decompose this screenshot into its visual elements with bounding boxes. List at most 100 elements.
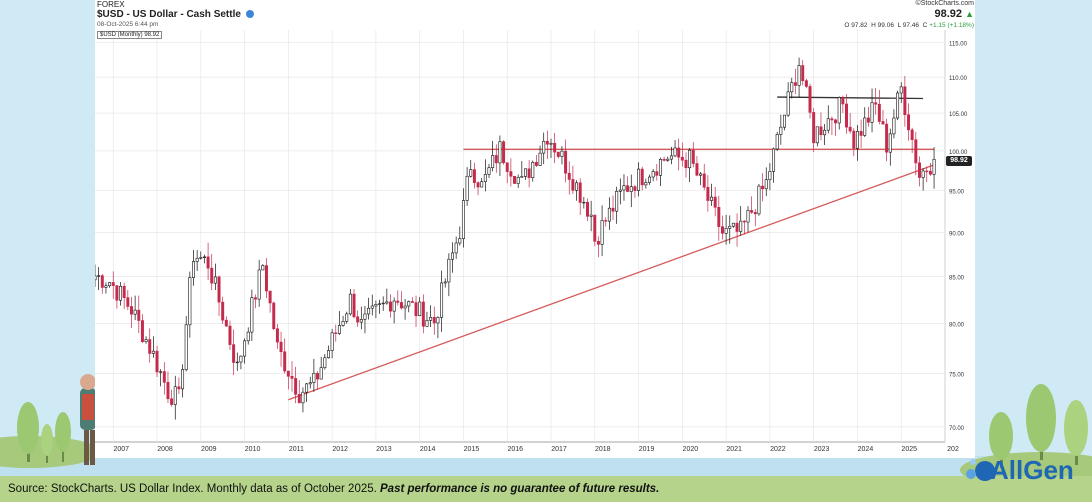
candle-body bbox=[181, 369, 185, 390]
candle-body bbox=[308, 382, 312, 385]
candle-body bbox=[195, 257, 199, 262]
candle-body bbox=[403, 305, 407, 309]
candle-body bbox=[556, 151, 560, 157]
candle-body bbox=[881, 121, 885, 125]
candle-body bbox=[513, 175, 517, 184]
candle-body bbox=[720, 226, 724, 234]
candle-body bbox=[527, 168, 531, 178]
candle-body bbox=[841, 97, 845, 105]
x-tick-label: 202 bbox=[947, 446, 959, 453]
x-tick-label: 2024 bbox=[858, 446, 874, 453]
y-tick-label: 105.00 bbox=[949, 112, 968, 118]
candle-body bbox=[779, 126, 783, 135]
candle-body bbox=[837, 97, 841, 124]
candle-body bbox=[615, 190, 619, 212]
tree-right-2 bbox=[1026, 384, 1056, 460]
candle-body bbox=[907, 114, 911, 131]
candle-body bbox=[491, 155, 495, 168]
candle-body bbox=[688, 149, 692, 169]
candle-body bbox=[604, 220, 608, 222]
candle-body bbox=[848, 126, 852, 132]
candle-body bbox=[815, 126, 819, 144]
candle-body bbox=[538, 152, 542, 166]
candle-body bbox=[330, 332, 334, 351]
tree-right-3 bbox=[1064, 400, 1088, 465]
candle-body bbox=[593, 214, 597, 242]
candle-body bbox=[680, 156, 684, 161]
candle-body bbox=[564, 150, 568, 174]
candle-body bbox=[928, 170, 932, 175]
x-tick-label: 2009 bbox=[201, 446, 217, 453]
candle-body bbox=[728, 225, 732, 229]
candle-body bbox=[454, 242, 458, 254]
support-trendline bbox=[288, 164, 935, 401]
x-tick-label: 2010 bbox=[245, 446, 261, 453]
candle-body bbox=[425, 320, 429, 327]
y-axis: 115.00 110.00 105.00 100.00 95.00 90.00 85.00 8… bbox=[949, 42, 968, 432]
candle-body bbox=[534, 162, 538, 166]
candle-body bbox=[578, 182, 582, 203]
candle-body bbox=[206, 256, 210, 269]
candle-body bbox=[669, 155, 673, 160]
candle-body bbox=[516, 176, 520, 184]
x-tick-label: 2020 bbox=[683, 446, 699, 453]
candle-body bbox=[341, 321, 345, 326]
candle-body bbox=[746, 210, 750, 223]
y-tick-label: 70.00 bbox=[949, 426, 965, 432]
candle-body bbox=[925, 170, 929, 173]
brand-name: AllGen bbox=[990, 455, 1074, 485]
candle-body bbox=[648, 176, 651, 183]
candle-body bbox=[305, 383, 309, 393]
info-icon[interactable] bbox=[245, 10, 254, 19]
tree-left-1 bbox=[17, 402, 39, 462]
candle-body bbox=[505, 162, 509, 172]
candle-body bbox=[677, 147, 681, 158]
candle-body bbox=[166, 382, 170, 400]
x-tick-label: 2011 bbox=[289, 446, 304, 453]
candle-body bbox=[235, 361, 239, 364]
candle-body bbox=[334, 332, 338, 334]
ohlc-l-label: L bbox=[897, 22, 901, 29]
candle-body bbox=[834, 119, 838, 124]
candle-body bbox=[724, 228, 728, 234]
candle-body bbox=[319, 367, 323, 380]
ohlc-open: 97.82 bbox=[851, 22, 868, 29]
candle-body bbox=[359, 319, 363, 323]
candle-body bbox=[239, 355, 243, 363]
candle-body bbox=[345, 313, 349, 322]
candle-body bbox=[155, 350, 159, 373]
candle-body bbox=[294, 378, 298, 395]
candle-body bbox=[487, 167, 491, 175]
last-price: 98.92 ▲ bbox=[934, 8, 974, 20]
candle-body bbox=[432, 317, 436, 324]
y-tick-label: 95.00 bbox=[949, 190, 965, 196]
x-tick-label: 2007 bbox=[113, 446, 129, 453]
candle-body bbox=[137, 309, 141, 321]
candle-body bbox=[272, 302, 276, 330]
candle-body bbox=[786, 91, 790, 116]
candle-body bbox=[228, 325, 232, 345]
candle-body bbox=[148, 339, 152, 354]
candle-body bbox=[210, 267, 214, 284]
candle-body bbox=[498, 141, 502, 164]
candle-body bbox=[812, 112, 816, 144]
candle-body bbox=[866, 117, 870, 123]
candle-body bbox=[326, 350, 330, 359]
candle-body bbox=[363, 313, 367, 320]
candle-body bbox=[545, 140, 549, 145]
candle-body bbox=[739, 220, 743, 232]
candle-body bbox=[108, 282, 112, 287]
candle-body bbox=[571, 179, 575, 191]
caption-text: Source: StockCharts. US Dollar Index. Mo… bbox=[8, 483, 381, 495]
candle-body bbox=[629, 186, 633, 192]
candle-body bbox=[596, 240, 600, 245]
candle-body bbox=[549, 142, 553, 145]
candle-body bbox=[104, 285, 108, 288]
candle-body bbox=[126, 297, 130, 307]
last-price-value: 98.92 bbox=[934, 8, 963, 20]
candle-body bbox=[808, 86, 812, 113]
candle-body bbox=[389, 301, 392, 312]
candle-body bbox=[217, 276, 221, 303]
candle-body bbox=[845, 103, 848, 128]
grid bbox=[95, 30, 946, 443]
